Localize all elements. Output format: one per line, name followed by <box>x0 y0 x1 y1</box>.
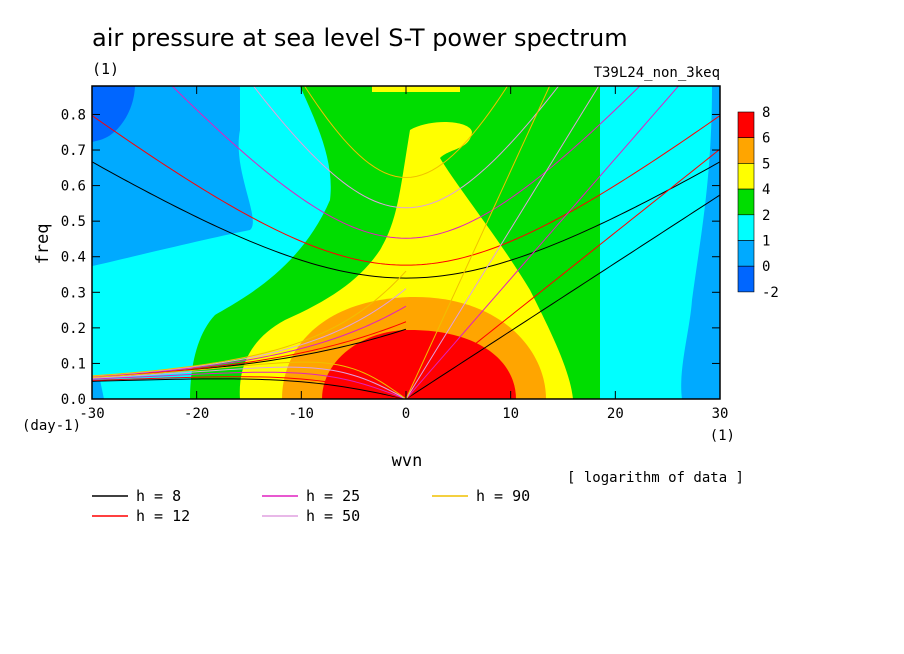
level-4-top-sliver <box>372 86 460 92</box>
x-axis-label: wvn <box>392 451 423 471</box>
x-tick-label: 10 <box>502 406 519 422</box>
colorbar: 8 6 5 4 2 1 0 -2 <box>737 105 779 301</box>
colorbar-swatch <box>737 214 755 241</box>
x-tick-label: -20 <box>184 406 209 422</box>
kelvin-curve-h8 <box>405 194 720 399</box>
colorbar-swatch <box>737 188 755 216</box>
colorbar-swatch <box>737 163 755 190</box>
x-tick-label: -10 <box>289 406 314 422</box>
colorbar-label: 4 <box>762 182 770 198</box>
legend: h = 8 h = 12 h = 25 h = 50 h = 90 <box>92 487 530 525</box>
chart-subtitle-left: (1) <box>92 60 119 78</box>
legend-label: h = 50 <box>306 507 360 525</box>
y-tick-label: 0.1 <box>61 356 86 372</box>
chart-title: air pressure at sea level S-T power spec… <box>92 24 628 52</box>
y-tick-label: 0.8 <box>61 107 86 123</box>
kelvin-curve-h90 <box>405 86 551 399</box>
level-neg2-corner <box>92 86 135 142</box>
colorbar-swatch <box>737 137 755 164</box>
kelvin-curve-h25 <box>405 86 680 399</box>
x-tick-label: 30 <box>712 406 729 422</box>
y-tick-label: 0.2 <box>61 321 86 337</box>
axes: -30 -20 -10 0 10 20 30 0.0 0.1 0.2 0.3 0.4 0.5 0.6 0.7… <box>61 86 729 422</box>
heatmap-fill <box>92 86 720 399</box>
colorbar-swatch <box>737 265 755 293</box>
legend-label: h = 90 <box>476 487 530 505</box>
data-note: [ logarithm of data ] <box>567 470 744 486</box>
colorbar-label: 8 <box>762 105 770 121</box>
dispersion-curves <box>92 86 720 399</box>
y-tick-label: 0.6 <box>61 179 86 195</box>
ig-curve-h25 <box>171 86 641 239</box>
x-tick-label: 20 <box>607 406 624 422</box>
level-0-bottom-left <box>92 380 104 399</box>
rossby-curve-h25 <box>92 371 407 399</box>
y-axis-label: freq <box>33 224 53 265</box>
mrg-curve-h90 <box>92 270 407 377</box>
x-axis-unit: (1) <box>710 428 735 444</box>
y-tick-label: 0.7 <box>61 143 86 159</box>
y-tick-label: 0.5 <box>61 214 86 230</box>
colorbar-label: 6 <box>762 131 770 147</box>
y-tick-label: 0.4 <box>61 250 86 266</box>
legend-label: h = 12 <box>136 507 190 525</box>
mrg-curve-h25 <box>92 305 407 378</box>
chart-subtitle-right: T39L24_non_3keq <box>594 65 720 81</box>
ig-curve-h90 <box>303 86 509 179</box>
y-tick-label: 0.3 <box>61 285 86 301</box>
ig-curve-h8 <box>92 161 720 279</box>
ig-curve-h50 <box>252 86 560 209</box>
mrg-curve-h12 <box>92 321 407 378</box>
rossby-curve-h90 <box>92 361 407 399</box>
rossby-curve-h8 <box>92 378 407 399</box>
colorbar-swatch <box>737 240 755 267</box>
y-axis-unit: (day-1) <box>22 418 81 434</box>
colorbar-label: 0 <box>762 259 770 275</box>
y-tick-label: 0.0 <box>61 392 86 408</box>
colorbar-label: -2 <box>762 285 779 301</box>
x-tick-label: -30 <box>79 406 104 422</box>
ig-curve-h12 <box>92 115 720 266</box>
colorbar-swatch <box>737 111 755 139</box>
colorbar-label: 5 <box>762 156 770 172</box>
colorbar-label: 1 <box>762 234 770 250</box>
x-tick-label: 0 <box>402 406 410 422</box>
rossby-curve-h12 <box>92 376 407 399</box>
legend-label: h = 25 <box>306 487 360 505</box>
kelvin-curve-h50 <box>405 86 600 399</box>
level-0-left-region <box>92 86 253 266</box>
legend-label: h = 8 <box>136 487 181 505</box>
level-0-right-band <box>681 86 720 399</box>
kelvin-curve-h12 <box>405 148 720 399</box>
colorbar-label: 2 <box>762 208 770 224</box>
rossby-curve-h50 <box>92 366 407 399</box>
